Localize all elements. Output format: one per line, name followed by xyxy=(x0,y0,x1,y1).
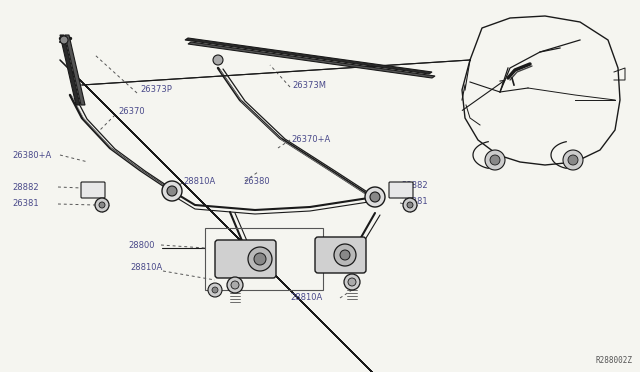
Text: 26380+A: 26380+A xyxy=(12,151,51,160)
Circle shape xyxy=(485,150,505,170)
Polygon shape xyxy=(60,35,80,105)
Text: 28882: 28882 xyxy=(12,183,38,192)
Polygon shape xyxy=(185,38,432,74)
Circle shape xyxy=(212,287,218,293)
Text: 26370+A: 26370+A xyxy=(291,135,330,144)
Text: 28882: 28882 xyxy=(401,180,428,189)
Circle shape xyxy=(99,202,105,208)
FancyBboxPatch shape xyxy=(81,182,105,198)
Circle shape xyxy=(340,250,350,260)
Text: 28810A: 28810A xyxy=(183,177,215,186)
Text: 28800: 28800 xyxy=(128,241,154,250)
Circle shape xyxy=(490,155,500,165)
Circle shape xyxy=(248,247,272,271)
FancyBboxPatch shape xyxy=(389,182,413,198)
FancyBboxPatch shape xyxy=(215,240,276,278)
Circle shape xyxy=(231,281,239,289)
Polygon shape xyxy=(65,35,85,105)
Circle shape xyxy=(95,198,109,212)
Text: 26380: 26380 xyxy=(243,176,269,186)
Circle shape xyxy=(60,36,68,44)
Circle shape xyxy=(370,192,380,202)
Circle shape xyxy=(348,278,356,286)
Text: 26373P: 26373P xyxy=(140,86,172,94)
Circle shape xyxy=(334,244,356,266)
Circle shape xyxy=(213,55,223,65)
Circle shape xyxy=(568,155,578,165)
Text: R288002Z: R288002Z xyxy=(595,356,632,365)
Text: 28810A: 28810A xyxy=(130,263,163,273)
Polygon shape xyxy=(188,42,435,78)
Circle shape xyxy=(167,186,177,196)
Circle shape xyxy=(344,274,360,290)
Circle shape xyxy=(227,277,243,293)
Text: 26370: 26370 xyxy=(118,108,145,116)
FancyBboxPatch shape xyxy=(315,237,366,273)
Text: 26381: 26381 xyxy=(12,199,38,208)
Circle shape xyxy=(563,150,583,170)
Circle shape xyxy=(407,202,413,208)
Circle shape xyxy=(208,283,222,297)
Text: 26373M: 26373M xyxy=(292,80,326,90)
Circle shape xyxy=(365,187,385,207)
Text: 28810A: 28810A xyxy=(290,294,323,302)
Text: 26381: 26381 xyxy=(401,198,428,206)
Circle shape xyxy=(162,181,182,201)
Circle shape xyxy=(254,253,266,265)
Circle shape xyxy=(403,198,417,212)
